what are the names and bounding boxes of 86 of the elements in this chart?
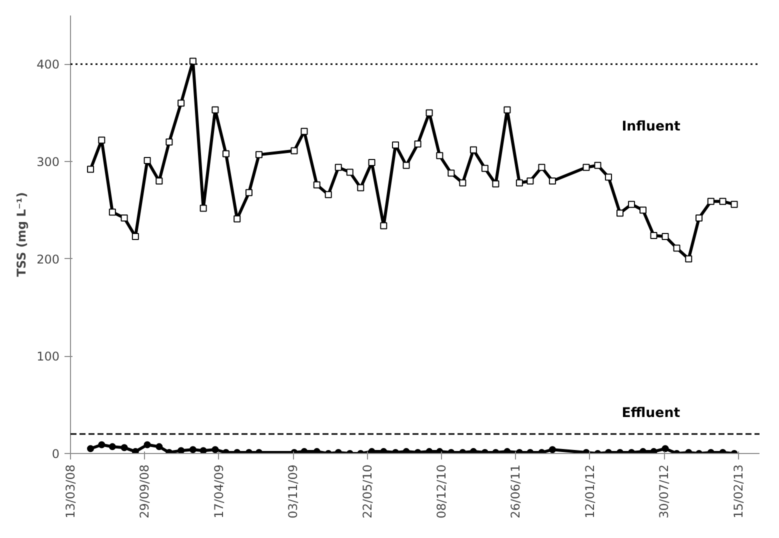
point	[324, 191, 332, 198]
point	[582, 164, 590, 171]
point	[730, 200, 738, 208]
x-tick-label: 12/01/12	[582, 464, 597, 518]
point	[426, 109, 433, 116]
y-tick-label: 300	[36, 155, 60, 169]
point	[673, 244, 680, 252]
point	[144, 441, 151, 448]
x-tick-label: 13/03/08	[64, 464, 78, 518]
point	[132, 232, 139, 240]
point	[98, 441, 106, 448]
point	[538, 164, 546, 171]
point	[290, 147, 298, 154]
point	[120, 214, 128, 222]
x-tick-label: 15/02/13	[731, 464, 746, 518]
point	[178, 447, 185, 454]
point	[594, 162, 602, 169]
x-tick-label: 08/12/10	[434, 464, 449, 518]
point	[380, 222, 388, 230]
y-tick-label: 200	[36, 252, 60, 266]
point	[212, 106, 219, 114]
point	[707, 198, 714, 205]
point	[98, 136, 106, 144]
point	[189, 58, 196, 65]
text: Effluent	[622, 406, 681, 421]
point	[492, 180, 500, 188]
y-tick-label: 100	[36, 350, 60, 364]
point	[436, 152, 444, 160]
point	[392, 141, 400, 148]
point	[662, 445, 669, 452]
y-axis-title: TSS (mg L⁻¹)	[14, 192, 29, 277]
point	[222, 150, 230, 158]
point	[132, 448, 139, 454]
point	[650, 448, 658, 454]
point	[189, 446, 196, 454]
point	[628, 200, 635, 208]
point	[368, 158, 376, 166]
point	[526, 177, 534, 184]
point	[414, 140, 422, 148]
point	[548, 446, 556, 454]
point	[604, 174, 612, 181]
point	[504, 106, 511, 114]
x-tick-label: 22/05/10	[360, 464, 374, 518]
point	[548, 177, 556, 184]
x-tick-label: 17/04/09	[212, 464, 226, 518]
y-tick-label: 0	[52, 447, 60, 461]
point	[685, 255, 692, 262]
point	[200, 204, 207, 212]
point	[516, 179, 523, 186]
point	[120, 444, 128, 452]
point	[255, 151, 262, 158]
point	[166, 138, 173, 146]
point	[200, 447, 207, 454]
point	[87, 445, 94, 452]
point	[481, 164, 488, 172]
x-tick-label: 30/07/12	[657, 464, 672, 518]
point	[108, 208, 116, 216]
point	[334, 164, 342, 171]
x-tick-label: 29/09/08	[138, 464, 152, 518]
point	[245, 189, 252, 196]
point	[156, 443, 163, 450]
point	[87, 166, 94, 173]
point	[234, 215, 241, 222]
point	[402, 162, 410, 169]
point	[470, 146, 477, 154]
point	[144, 157, 151, 164]
point	[719, 198, 726, 205]
point	[616, 210, 624, 217]
point	[662, 232, 669, 240]
point	[639, 206, 646, 214]
text: Influent	[622, 120, 682, 135]
point	[300, 128, 308, 135]
point	[696, 214, 703, 222]
point	[346, 168, 354, 176]
point	[212, 446, 219, 454]
y-tick-label: 400	[36, 58, 60, 72]
point	[156, 177, 163, 184]
x-tick-label: 03/11/09	[286, 464, 300, 518]
point	[650, 232, 658, 239]
point	[448, 170, 455, 177]
x-tick-label: 26/06/11	[508, 464, 523, 518]
point	[313, 181, 320, 188]
point	[178, 100, 185, 107]
point	[357, 184, 364, 192]
point	[459, 179, 466, 186]
point	[108, 443, 116, 450]
